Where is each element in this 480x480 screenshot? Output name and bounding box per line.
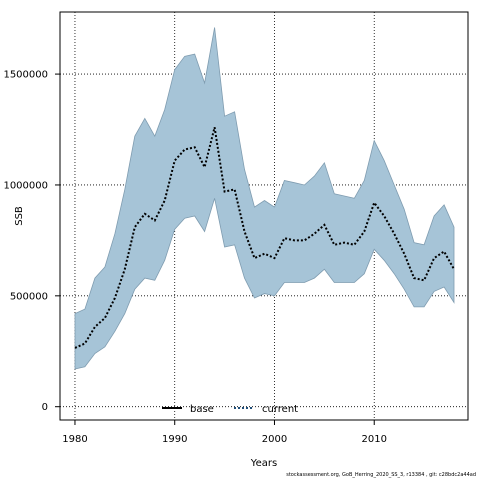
- x-tick-label-2000: 2000: [262, 434, 287, 445]
- x-tick-label-2010: 2010: [362, 434, 387, 445]
- y-tick-label-0: 0: [42, 402, 48, 413]
- footer-caption: stockassessment.org, GoB_Herring_2020_SS…: [286, 472, 476, 478]
- series-line-current: [74, 127, 455, 349]
- legend-label-current: current: [262, 404, 298, 415]
- y-tick-label-500000: 500000: [10, 291, 48, 302]
- x-tick-label-1990: 1990: [162, 434, 187, 445]
- x-tick-label-1980: 1980: [62, 434, 87, 445]
- plot-frame: [59, 11, 469, 421]
- y-tick-label-1000000: 1000000: [3, 180, 48, 191]
- legend-label-base: base: [190, 404, 214, 415]
- y-axis-label: SSB: [14, 206, 25, 226]
- axis-ticks: 1980 1990 2000 2010 0 500000 1000000 1500000: [3, 70, 387, 445]
- x-axis-label: Years: [250, 458, 277, 469]
- confidence-band: [74, 27, 455, 370]
- legend: base current: [162, 404, 298, 415]
- y-tick-label-1500000: 1500000: [3, 70, 48, 81]
